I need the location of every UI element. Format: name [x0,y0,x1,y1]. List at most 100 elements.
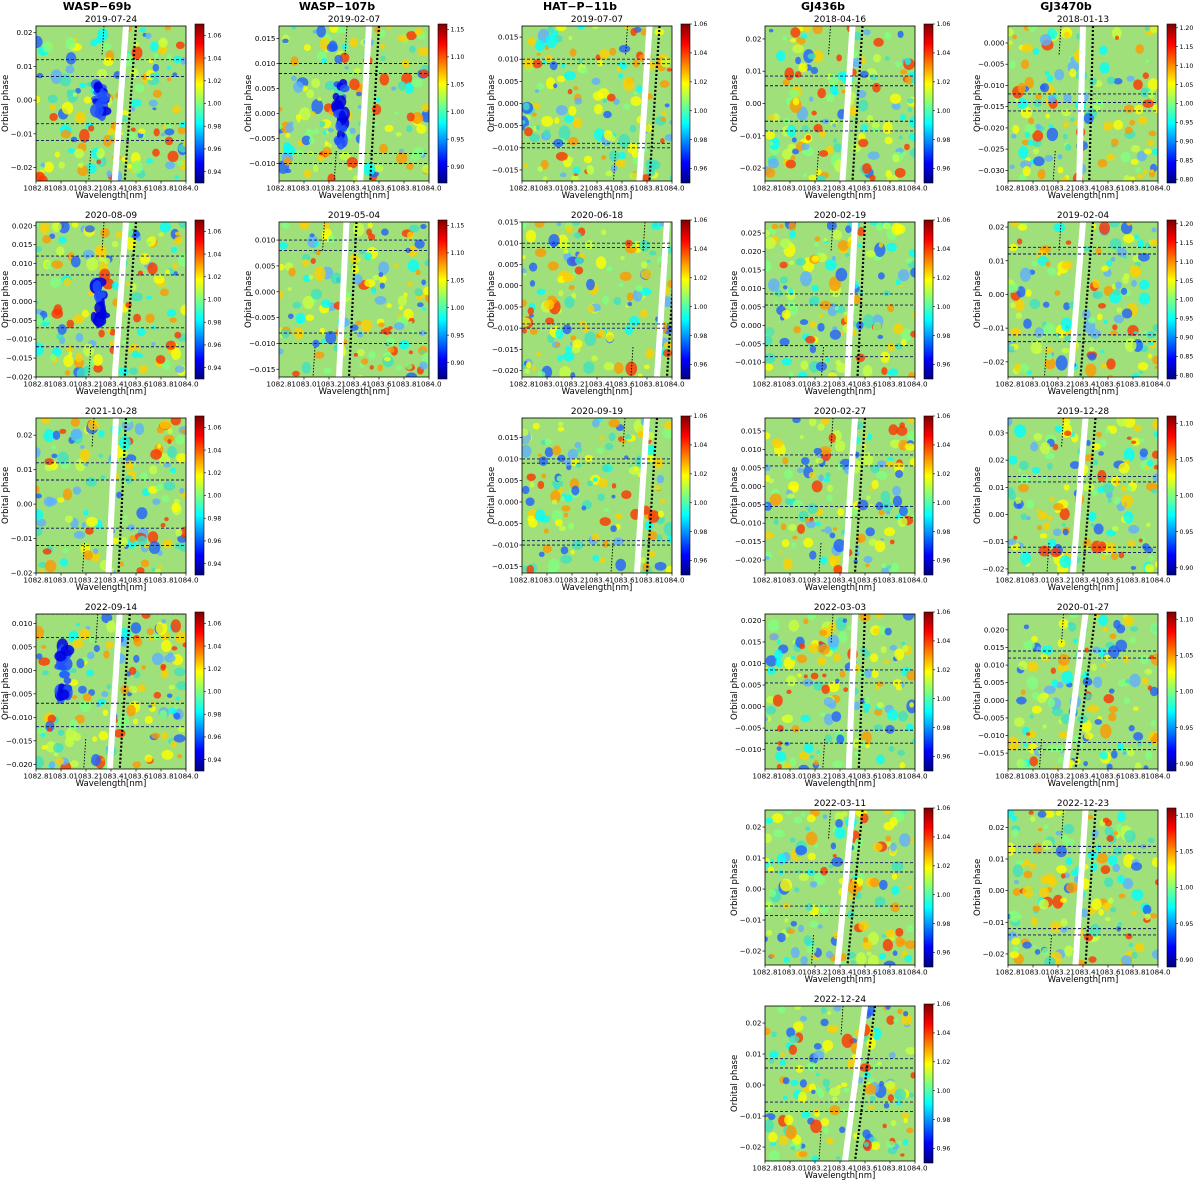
noise-blob [905,258,913,264]
noise-blob [420,223,427,230]
noise-blob [133,654,140,663]
y-tick-label: −0.010 [249,339,276,348]
noise-blob [1066,882,1078,894]
noise-blob [823,1127,830,1135]
noise-blob [562,324,572,335]
noise-blob [1054,290,1061,296]
noise-blob [1077,715,1088,724]
y-tick-label: 0.02 [745,823,761,832]
noise-blob [1124,126,1133,135]
noise-blob [113,729,126,738]
noise-blob [1152,104,1158,114]
noise-blob [57,497,65,503]
noise-blob [657,510,664,518]
noise-blob [633,91,638,95]
heatmap-panel: 2021-10-28 Orbital phase Wavelength[nm] 108… [0,405,230,597]
colorbar-tick-label: 1.15 [1180,44,1194,51]
noise-blob [1073,638,1078,644]
x-tick-label: 1082.8 [752,380,778,389]
y-tick-label: 0.010 [498,239,519,248]
noise-blob [1151,450,1158,459]
guide-line [1061,418,1064,449]
noise-blob [782,285,788,290]
noise-blob [149,72,157,79]
noise-blob [1037,255,1049,266]
trail-guide-line [846,810,864,965]
guide-line [630,346,634,377]
noise-blob [772,694,783,707]
colorbar-tick-label: 1.04 [937,638,951,645]
noise-blob [82,249,95,260]
x-axis-label: Wavelength[nm] [804,975,876,985]
noise-blob [769,493,782,506]
noise-blob [1148,130,1157,137]
noise-blob [1040,442,1051,455]
noise-blob [372,164,384,173]
x-tick-label: 1083.0 [1020,772,1046,781]
colorbar-tick-label: 1.05 [1180,457,1194,464]
noise-blob [150,700,156,707]
noise-blob [1131,889,1144,901]
noise-blob [788,1044,798,1055]
noise-blob [372,274,380,281]
x-tick-label: 1083.4 [584,576,610,585]
x-tick-label: 1083.6 [123,772,149,781]
noise-blob [883,960,896,965]
colorbar-tick-label: 0.98 [208,711,222,718]
noise-blob [868,503,874,508]
noise-blob [857,243,862,248]
noise-blob [1132,706,1139,711]
y-tick-label: 0.025 [741,229,762,238]
noise-blob [891,860,904,872]
colorbar-tick-label: 1.00 [694,108,708,115]
noise-blob [1055,810,1062,816]
noise-blob [1113,496,1121,505]
noise-blob [862,364,873,377]
noise-blob [36,171,45,181]
noise-blob [806,520,816,529]
colorbar-tick-label: 1.00 [208,689,222,696]
noise-blob [790,27,801,38]
noise-blob [1070,870,1077,876]
noise-blob [319,120,326,128]
colorbar-tick-label: 1.10 [1180,616,1194,623]
noise-blob [315,249,321,256]
noise-blob [572,117,583,129]
noise-blob [1120,485,1128,492]
noise-blob [872,321,882,333]
trail-guide-line [648,26,661,181]
noise-blob [319,327,325,335]
noise-blob [858,138,869,148]
guide-line [830,222,834,253]
colorbar-tick-label: 1.00 [694,304,708,311]
noise-blob [1025,289,1032,297]
noise-blob [531,112,537,117]
noise-blob [840,1082,848,1088]
heatmap-field [522,222,672,377]
noise-blob [584,331,597,347]
noise-blob [788,288,794,296]
noise-blob [1087,316,1096,324]
noise-blob [152,148,160,157]
noise-blob [1063,823,1075,834]
noise-blob [1137,362,1149,371]
noise-blob [166,65,171,70]
colorbar-tick-label: 0.94 [208,561,222,568]
noise-blob [522,255,527,260]
noise-blob [1116,247,1127,257]
panel-title: 2020-02-19 [813,211,867,221]
noise-blob [586,480,594,487]
panel-title: 2022-03-11 [813,799,867,809]
absorption-blob [338,110,347,124]
noise-blob [782,79,791,86]
y-tick-label: −0.02 [739,947,761,956]
noise-blob [556,75,566,83]
noise-blob [803,935,812,946]
x-tick-label: 1083.0 [291,380,317,389]
noise-blob [133,637,143,647]
noise-blob [852,294,861,305]
noise-blob [880,490,891,503]
trail-guide-line [369,26,381,181]
noise-blob [379,275,387,284]
noise-blob [1044,452,1055,460]
